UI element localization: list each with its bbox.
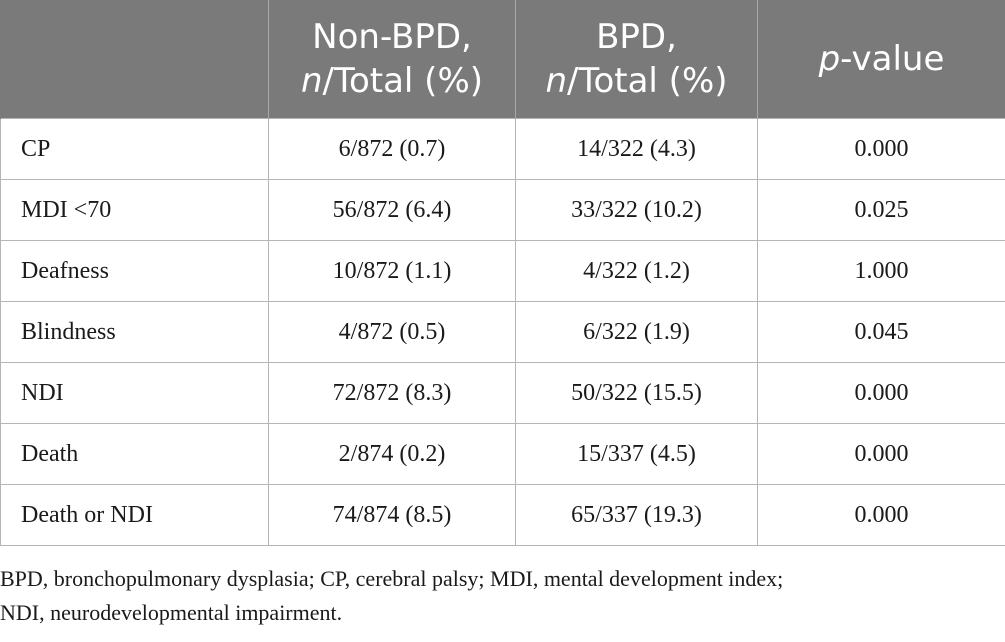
- footnote-line2: NDI, neurodevelopmental impairment.: [0, 600, 343, 625]
- table-body: CP 6/872 (0.7) 14/322 (4.3) 0.000 MDI <7…: [0, 118, 1005, 546]
- header-non-bpd-line2: n/Total (%): [269, 59, 515, 103]
- row-label: Blindness: [0, 301, 269, 363]
- header-bpd-line2: n/Total (%): [516, 59, 757, 103]
- bpd-value: 65/337 (19.3): [515, 484, 758, 546]
- bpd-value: 15/337 (4.5): [515, 423, 758, 485]
- non-bpd-value: 74/874 (8.5): [268, 484, 516, 546]
- non-bpd-value: 6/872 (0.7): [268, 118, 516, 180]
- header-non-bpd-total: /Total (%): [322, 61, 484, 101]
- table-row: CP 6/872 (0.7) 14/322 (4.3) 0.000: [0, 118, 1005, 180]
- header-p-rest: -value: [840, 39, 945, 79]
- p-value: 0.000: [757, 484, 1005, 546]
- bpd-value: 4/322 (1.2): [515, 240, 758, 302]
- header-cell-outcome: [0, 0, 269, 119]
- non-bpd-value: 10/872 (1.1): [268, 240, 516, 302]
- bpd-value: 6/322 (1.9): [515, 301, 758, 363]
- p-value: 0.025: [757, 179, 1005, 241]
- table-row: Death or NDI 74/874 (8.5) 65/337 (19.3) …: [0, 484, 1005, 546]
- header-cell-non-bpd: Non-BPD, n/Total (%): [268, 0, 516, 119]
- header-cell-bpd: BPD, n/Total (%): [515, 0, 758, 119]
- header-non-bpd-line1: Non-BPD,: [312, 17, 472, 57]
- non-bpd-value: 2/874 (0.2): [268, 423, 516, 485]
- header-bpd-line1: BPD,: [596, 17, 677, 57]
- outcomes-table: Non-BPD, n/Total (%) BPD, n/Total (%) p-…: [0, 0, 1005, 546]
- table-row: Death 2/874 (0.2) 15/337 (4.5) 0.000: [0, 423, 1005, 485]
- header-p-italic: p: [818, 39, 841, 79]
- non-bpd-value: 56/872 (6.4): [268, 179, 516, 241]
- row-label: NDI: [0, 362, 269, 424]
- row-label: Death: [0, 423, 269, 485]
- table-footnote: BPD, bronchopulmonary dysplasia; CP, cer…: [0, 562, 1005, 630]
- table-row: Deafness 10/872 (1.1) 4/322 (1.2) 1.000: [0, 240, 1005, 302]
- header-bpd-n: n: [545, 61, 568, 101]
- p-value: 1.000: [757, 240, 1005, 302]
- header-cell-p-value: p-value: [757, 0, 1005, 119]
- bpd-value: 33/322 (10.2): [515, 179, 758, 241]
- p-value: 0.000: [757, 423, 1005, 485]
- row-label: CP: [0, 118, 269, 180]
- table-row: Blindness 4/872 (0.5) 6/322 (1.9) 0.045: [0, 301, 1005, 363]
- non-bpd-value: 72/872 (8.3): [268, 362, 516, 424]
- outcomes-table-container: Non-BPD, n/Total (%) BPD, n/Total (%) p-…: [0, 0, 1005, 546]
- p-value: 0.000: [757, 118, 1005, 180]
- row-label: Death or NDI: [0, 484, 269, 546]
- bpd-value: 50/322 (15.5): [515, 362, 758, 424]
- table-row: NDI 72/872 (8.3) 50/322 (15.5) 0.000: [0, 362, 1005, 424]
- row-label: Deafness: [0, 240, 269, 302]
- bpd-value: 14/322 (4.3): [515, 118, 758, 180]
- row-label: MDI <70: [0, 179, 269, 241]
- table-header: Non-BPD, n/Total (%) BPD, n/Total (%) p-…: [0, 0, 1005, 119]
- table-row: MDI <70 56/872 (6.4) 33/322 (10.2) 0.025: [0, 179, 1005, 241]
- header-p-value-line: p-value: [758, 37, 1005, 81]
- p-value: 0.000: [757, 362, 1005, 424]
- header-non-bpd-n: n: [300, 61, 323, 101]
- header-row: Non-BPD, n/Total (%) BPD, n/Total (%) p-…: [0, 0, 1005, 119]
- non-bpd-value: 4/872 (0.5): [268, 301, 516, 363]
- p-value: 0.045: [757, 301, 1005, 363]
- footnote-line1: BPD, bronchopulmonary dysplasia; CP, cer…: [0, 566, 784, 591]
- header-bpd-total: /Total (%): [567, 61, 728, 101]
